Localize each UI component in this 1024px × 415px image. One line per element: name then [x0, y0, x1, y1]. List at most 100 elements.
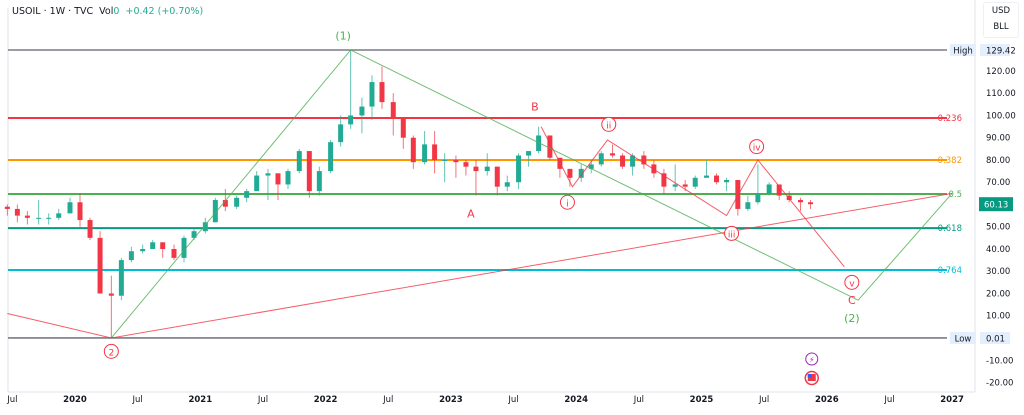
candle-body	[620, 155, 626, 167]
fib-label-bg	[950, 43, 976, 56]
wave-label-circle	[601, 116, 617, 132]
candle-body	[338, 124, 344, 143]
volume-label: Vol	[99, 6, 114, 17]
volume-value: 0	[113, 6, 120, 17]
wave-label: iii	[728, 230, 736, 240]
price-axis-tick: -20.00	[986, 379, 1013, 389]
candle-body	[682, 184, 688, 187]
candle-body	[598, 153, 604, 165]
candle-body	[494, 166, 500, 187]
candle-body	[704, 175, 710, 178]
wave-label-circle	[749, 139, 765, 155]
fib-level-label: 0.618	[938, 224, 962, 234]
price-label-bg	[980, 331, 1010, 344]
currency-unit-selector[interactable]: USD BLL	[983, 2, 1019, 38]
time-axis-tick: Jul	[633, 395, 644, 405]
wave-label: v	[849, 279, 855, 289]
candle-body	[36, 217, 42, 219]
time-axis-tick: Jul	[382, 395, 393, 405]
candle-body	[578, 168, 584, 178]
wave-label-circle	[724, 225, 740, 241]
candle-body	[504, 182, 510, 187]
candle-body	[672, 184, 678, 187]
candle-body	[118, 260, 124, 296]
candle-body	[306, 151, 312, 192]
wave-label: B	[531, 101, 539, 114]
candle-body	[191, 231, 197, 238]
currency-label: USD	[991, 6, 1011, 16]
price-axis-tick: 50.00	[986, 223, 1010, 233]
candle-body	[400, 117, 406, 138]
fib-level-label: Low	[955, 334, 972, 344]
candle-body	[285, 171, 291, 185]
candle-body	[567, 168, 573, 178]
us-flag-icon-canton	[807, 374, 812, 378]
price-axis-tick: 90.00	[986, 134, 1010, 144]
elliott-wave-line	[110, 49, 953, 339]
wave-label: C	[848, 294, 856, 307]
candle-body	[692, 177, 698, 187]
candle-body	[348, 115, 354, 125]
price-axis-tick: 70.00	[986, 178, 1010, 188]
time-axis-tick: 2027	[940, 395, 964, 405]
candle-body	[379, 82, 385, 103]
candle-body	[766, 184, 772, 194]
elliott-wave-line	[540, 126, 845, 268]
wave-label: A	[467, 207, 475, 220]
candle-body	[588, 164, 594, 169]
fib-level-label: 0.382	[938, 156, 962, 166]
candle-body	[516, 155, 522, 183]
time-axis-tick: Jul	[6, 395, 17, 405]
time-axis-tick: Jul	[883, 395, 894, 405]
candle-body	[56, 213, 62, 218]
time-axis-tick: 2025	[690, 395, 714, 405]
price-axis-tick: 110.00	[986, 89, 1016, 99]
candle-body	[359, 106, 365, 116]
fib-label-bg	[950, 331, 976, 344]
wave-label: (2)	[844, 312, 860, 325]
time-axis-tick: 2020	[63, 395, 87, 405]
wave-label: iv	[753, 144, 762, 154]
price-label-bg	[980, 43, 1010, 56]
candle-body	[296, 151, 302, 172]
time-axis-tick: 2023	[439, 395, 463, 405]
fib-level-label: 0.236	[938, 114, 962, 124]
time-axis-tick: 2022	[314, 395, 338, 405]
candle-body	[442, 159, 448, 161]
candle-body	[724, 179, 730, 183]
candle-body	[87, 220, 93, 238]
candle-body	[244, 191, 250, 198]
time-axis-tick: 2026	[815, 395, 839, 405]
candle-body	[328, 142, 334, 172]
lightning-icon[interactable]	[805, 352, 819, 366]
symbol-header[interactable]: USOIL · 1W · TVC Vol0 +0.42 (+0.70%)	[12, 6, 204, 17]
fib-price-label: 129.42	[986, 46, 1016, 56]
candle-body	[453, 159, 459, 163]
last-price-tag	[979, 197, 1013, 212]
candle-body	[610, 153, 616, 156]
candle-body	[797, 200, 803, 203]
wave-label: i	[566, 199, 569, 209]
candle-body	[547, 135, 553, 158]
candle-body	[128, 251, 134, 261]
time-axis-tick: Jul	[758, 395, 769, 405]
candle-body	[265, 173, 271, 176]
fib-level-label: 0.764	[938, 266, 962, 276]
wave-label: (1)	[335, 29, 351, 42]
candle-body	[463, 162, 469, 167]
candle-body	[234, 197, 240, 207]
candle-body	[526, 151, 532, 156]
candle-body	[160, 242, 166, 249]
wave-label: ii	[606, 121, 611, 131]
candle-body	[4, 206, 10, 209]
elliott-wave-line	[7, 192, 953, 339]
unit-label: BLL	[993, 22, 1009, 32]
price-axis-tick: 120.00	[986, 67, 1016, 77]
wave-label-circle	[559, 194, 575, 210]
candle-body	[745, 202, 751, 209]
candle-body	[776, 184, 782, 196]
candle-body	[432, 144, 438, 160]
candle-body	[67, 202, 73, 214]
time-axis-tick: Jul	[257, 395, 268, 405]
